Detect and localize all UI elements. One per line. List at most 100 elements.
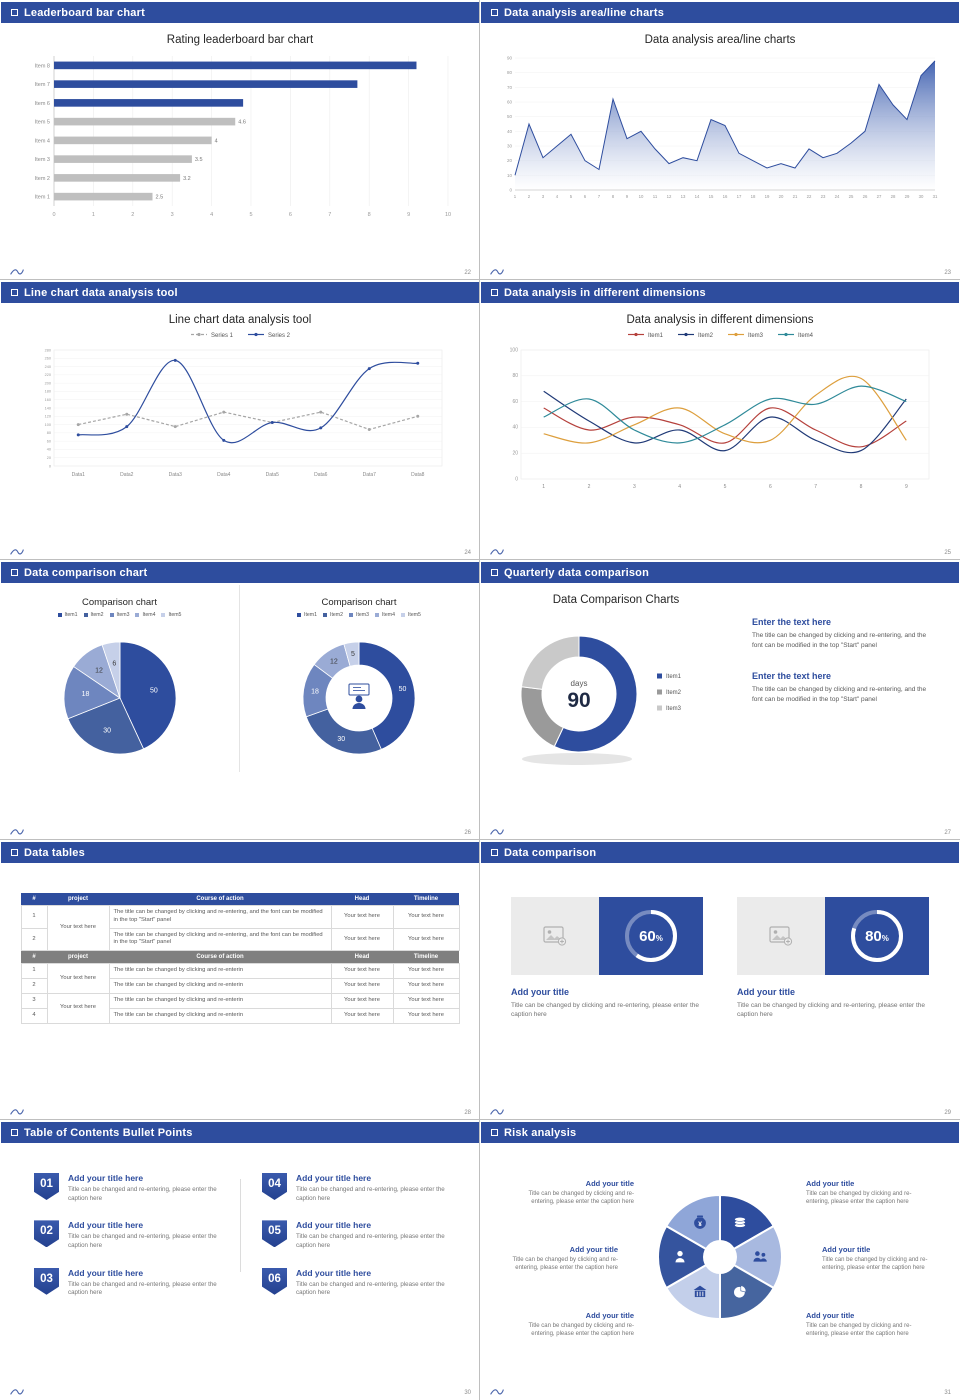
series2-marker-icon xyxy=(247,331,265,340)
slide-table-of-contents[interactable]: Table of Contents Bullet Points 01 Add y… xyxy=(0,1119,481,1400)
slide-risk-analysis[interactable]: Risk analysis ¥ Add your title Title can … xyxy=(479,1119,960,1400)
slide-header-bar: Risk analysis xyxy=(481,1122,959,1143)
legend-item: Item2 xyxy=(677,331,713,340)
slide-header-bar: Data comparison xyxy=(481,842,959,863)
svg-text:0: 0 xyxy=(52,212,55,218)
legend-label: Item3 xyxy=(748,332,764,339)
slide-dimensions-analysis[interactable]: Data analysis in different dimensions Da… xyxy=(479,279,960,561)
donut-panel: Data Comparison Charts days 90 Item1 Item2 I… xyxy=(480,583,752,782)
square-bullet-icon xyxy=(491,569,498,576)
legend-item: Item3 xyxy=(727,331,763,340)
svg-text:Item 8: Item 8 xyxy=(35,63,50,69)
page-number: 23 xyxy=(944,270,951,276)
svg-text:5: 5 xyxy=(351,651,355,658)
svg-text:1: 1 xyxy=(542,484,545,490)
square-bullet-icon xyxy=(491,9,498,16)
slide-leaderboard-bar-chart[interactable]: Leaderboard bar chart Rating leaderboard… xyxy=(0,0,481,281)
slide-header-title: Table of Contents Bullet Points xyxy=(24,1126,193,1139)
legend-item: Series 1 xyxy=(190,331,233,340)
slide-header-title: Data comparison chart xyxy=(24,566,148,579)
item4-marker-icon xyxy=(777,331,795,340)
toc-item: 03 Add your title here Title can be chang… xyxy=(34,1267,218,1298)
page-number: 27 xyxy=(944,830,951,836)
svg-text:1: 1 xyxy=(92,212,95,218)
svg-text:Item 1: Item 1 xyxy=(35,195,50,201)
svg-text:Data7: Data7 xyxy=(363,472,377,478)
legend-item: Series 2 xyxy=(247,331,290,340)
slide-data-comparison-chart[interactable]: Data comparison chart Comparison chart I… xyxy=(0,559,481,841)
chart-legend: Item1 Item2 Item3 Item4 Item5 xyxy=(0,612,239,618)
slide-quarterly-data-comparison[interactable]: Quarterly data comparison Data Compariso… xyxy=(479,559,960,841)
svg-text:100: 100 xyxy=(45,423,51,427)
svg-text:260: 260 xyxy=(45,357,51,361)
chart-legend: Item1 Item2 Item3 Item4 Item5 xyxy=(240,612,478,618)
svg-text:13: 13 xyxy=(681,194,686,199)
toc-title: Add your title here xyxy=(296,1220,372,1231)
pie-chart: 50 30 18 12 6 xyxy=(63,641,176,755)
svg-text:20: 20 xyxy=(779,194,784,199)
svg-text:120: 120 xyxy=(45,415,51,419)
svg-text:18: 18 xyxy=(311,688,319,695)
slide-line-chart-tool[interactable]: Line chart data analysis tool Line chart… xyxy=(0,279,481,561)
text-block-heading: Enter the text here xyxy=(752,617,832,627)
risk-title: Add your title xyxy=(806,1179,855,1188)
toc-caption: Title can be changed and re-entering, pl… xyxy=(68,1280,217,1297)
svg-text:4: 4 xyxy=(215,138,218,144)
percent-panel: 80% xyxy=(825,897,929,975)
slide-data-tables[interactable]: Data tables # project Course of action H… xyxy=(0,839,481,1121)
svg-text:Item 6: Item 6 xyxy=(35,101,50,107)
svg-text:1: 1 xyxy=(514,194,517,199)
risk-caption: Title can be changed by clicking and re-… xyxy=(512,1257,618,1272)
svg-text:Item2: Item2 xyxy=(666,690,682,696)
legend-item: Item1 xyxy=(627,331,663,340)
svg-text:240: 240 xyxy=(45,365,51,369)
svg-text:280: 280 xyxy=(45,348,51,352)
legend-swatch-icon xyxy=(374,613,379,617)
svg-text:4: 4 xyxy=(210,212,213,218)
square-bullet-icon xyxy=(491,1129,498,1136)
svg-text:30: 30 xyxy=(919,194,924,199)
svg-text:60%: 60% xyxy=(639,928,663,945)
svg-text:6: 6 xyxy=(584,194,587,199)
slide-header-title: Data tables xyxy=(24,846,85,859)
svg-text:80: 80 xyxy=(512,373,518,379)
svg-text:Item 7: Item 7 xyxy=(35,82,50,88)
risk-title: Add your title xyxy=(806,1311,855,1320)
number-badge: 05 xyxy=(262,1220,287,1248)
square-bullet-icon xyxy=(11,569,18,576)
toc-title: Add your title here xyxy=(68,1267,144,1278)
number-badge: 02 xyxy=(34,1220,59,1248)
legend-swatch-icon xyxy=(109,613,114,617)
table-header-row: # project Course of action Head Timeline xyxy=(21,951,459,964)
slide-data-comparison[interactable]: Data comparison 60% Add your title Title… xyxy=(479,839,960,1121)
chart-title: Rating leaderboard bar chart xyxy=(166,34,314,46)
risk-block: Add your title Title can be changed by cl… xyxy=(806,1311,934,1338)
risk-block: Add your title Title can be changed by cl… xyxy=(506,1179,634,1206)
slide-header-bar: Data tables xyxy=(1,842,479,863)
svg-text:22: 22 xyxy=(807,194,812,199)
leaderboard-bar-chart: 0 1 2 3 4 5 6 7 8 9 10 Item 8 Item 7 Item 6 Item 5 4.6 I… xyxy=(35,56,451,218)
square-bullet-icon xyxy=(11,1129,18,1136)
svg-text:¥: ¥ xyxy=(698,1221,702,1228)
svg-text:9: 9 xyxy=(905,484,908,490)
risk-block: Add your title Title can be changed by cl… xyxy=(806,1179,934,1206)
legend-swatch-icon xyxy=(57,613,62,617)
slide-area-line-charts[interactable]: Data analysis area/line charts Data anal… xyxy=(479,0,960,281)
svg-text:60: 60 xyxy=(512,399,518,405)
svg-text:20: 20 xyxy=(507,158,513,163)
slide-header-bar: Leaderboard bar chart xyxy=(1,2,479,23)
card-title: Add your title xyxy=(737,987,795,997)
toc-title: Add your title here xyxy=(68,1173,144,1183)
svg-text:Item3: Item3 xyxy=(666,706,682,712)
slide-header-title: Quarterly data comparison xyxy=(504,566,649,579)
table-row: 2 The title can be changed by clicking a… xyxy=(20,927,460,952)
svg-text:10: 10 xyxy=(507,173,513,178)
svg-text:days: days xyxy=(571,679,588,688)
toc-title: Add your title here xyxy=(296,1267,372,1278)
svg-text:2: 2 xyxy=(588,484,591,490)
svg-text:4: 4 xyxy=(678,484,681,490)
svg-text:8: 8 xyxy=(860,484,863,490)
svg-text:2.5: 2.5 xyxy=(156,195,164,201)
table-row: 4 The title can be changed by clicking a… xyxy=(20,1007,460,1024)
svg-text:50: 50 xyxy=(507,114,513,119)
